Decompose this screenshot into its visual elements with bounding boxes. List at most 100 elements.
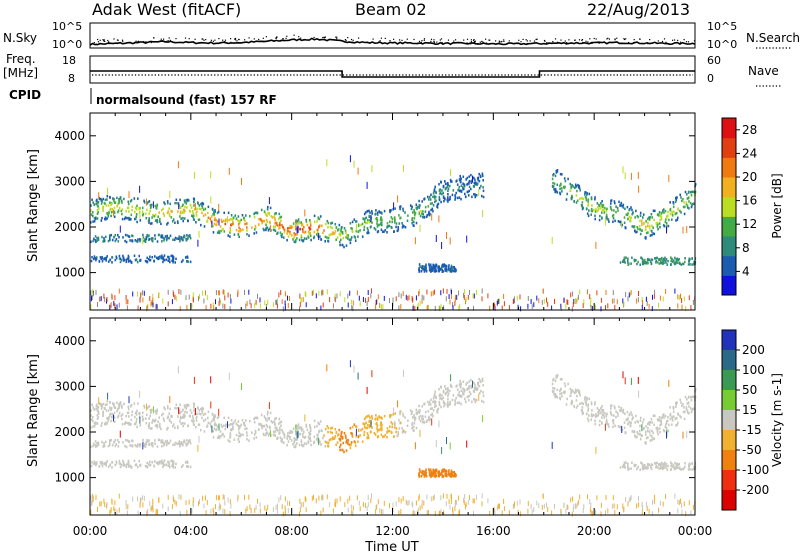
echo-cell <box>127 299 129 305</box>
echo-cell <box>94 440 97 443</box>
echo-cell <box>347 498 349 504</box>
echo-cell <box>163 201 165 204</box>
echo-cell <box>370 419 372 427</box>
echo-cell <box>194 408 196 415</box>
noise-dot <box>433 39 435 41</box>
echo-cell <box>115 255 118 258</box>
echo-cell <box>236 423 239 427</box>
echo-cell <box>223 230 226 233</box>
echo-cell <box>174 236 177 240</box>
echo-cell <box>163 459 166 462</box>
echo-cell <box>478 377 480 381</box>
echo-cell <box>447 267 450 271</box>
echo-cell <box>125 299 127 305</box>
echo-cell <box>671 415 673 418</box>
echo-cell <box>318 290 320 296</box>
echo-cell <box>466 190 469 194</box>
echo-cell <box>644 236 646 239</box>
echo-cell <box>108 417 110 420</box>
echo-cell <box>347 293 349 299</box>
echo-cell <box>590 209 593 213</box>
echo-cell <box>423 472 425 476</box>
echo-cell <box>468 387 470 390</box>
echo-cell <box>162 236 164 240</box>
noise-dot <box>665 41 667 43</box>
echo-cell <box>559 377 562 381</box>
echo-cell <box>291 430 294 434</box>
echo-cell <box>446 232 447 239</box>
noise-dot <box>286 35 288 37</box>
echo-cell <box>379 508 381 513</box>
echo-cell <box>598 409 601 412</box>
echo-cell <box>435 264 438 268</box>
echo-cell <box>100 404 103 407</box>
echo-cell <box>587 204 589 207</box>
echo-cell <box>132 291 134 297</box>
echo-cell <box>162 441 164 445</box>
echo-cell <box>158 211 160 214</box>
echo-cell <box>260 208 263 212</box>
echo-cell <box>460 177 462 181</box>
echo-cell <box>326 289 328 295</box>
echo-cell <box>121 259 123 262</box>
echo-cell <box>92 220 94 223</box>
echo-cell <box>268 402 270 410</box>
echo-cell <box>93 425 96 428</box>
echo-cell <box>286 437 288 440</box>
echo-cell <box>441 397 443 401</box>
echo-cell <box>118 206 121 210</box>
echo-cell <box>411 416 414 419</box>
echo-cell <box>355 425 358 428</box>
echo-cell <box>665 289 667 294</box>
echo-cell <box>343 450 345 454</box>
echo-cell <box>144 464 147 468</box>
echo-cell <box>508 510 510 516</box>
echo-cell <box>471 384 473 388</box>
echo-cell <box>230 298 232 304</box>
echo-cell <box>670 259 672 263</box>
echo-cell <box>126 257 129 260</box>
echo-cell <box>585 401 587 405</box>
echo-cell <box>642 300 643 305</box>
velocity-color-swatch <box>722 410 736 431</box>
echo-cell <box>672 201 674 204</box>
echo-cell <box>181 416 184 419</box>
noise-dot <box>352 39 354 41</box>
echo-cell <box>673 466 675 469</box>
noise-dot <box>473 39 475 41</box>
echo-cell <box>441 447 443 454</box>
echo-cell <box>90 240 92 244</box>
echo-cell <box>396 229 399 232</box>
echo-cell <box>554 189 556 192</box>
echo-cell <box>370 498 372 504</box>
echo-cell <box>121 417 123 421</box>
echo-cell <box>164 202 166 206</box>
echo-cell <box>246 506 248 512</box>
echo-cell <box>436 206 439 209</box>
echo-cell <box>124 216 127 219</box>
echo-cell <box>223 290 225 296</box>
echo-cell <box>127 405 130 408</box>
echo-cell <box>169 191 171 198</box>
echo-cell <box>455 269 457 273</box>
echo-cell <box>105 409 108 412</box>
echo-cell <box>309 432 311 435</box>
echo-cell <box>418 263 421 266</box>
noise-dot <box>402 42 404 44</box>
nave-tick-bottom: 0 <box>707 72 714 85</box>
echo-cell <box>466 176 469 180</box>
echo-cell <box>265 433 267 437</box>
echo-cell <box>176 425 179 428</box>
echo-cell <box>388 224 391 228</box>
echo-cell <box>624 377 626 385</box>
echo-cell <box>347 439 350 442</box>
echo-cell <box>243 216 245 220</box>
echo-cell <box>181 237 184 240</box>
echo-cell <box>471 400 473 404</box>
echo-cell <box>444 387 447 391</box>
echo-cell <box>191 303 193 309</box>
echo-cell <box>104 202 106 205</box>
echo-cell <box>457 393 460 397</box>
echo-cell <box>135 418 138 421</box>
